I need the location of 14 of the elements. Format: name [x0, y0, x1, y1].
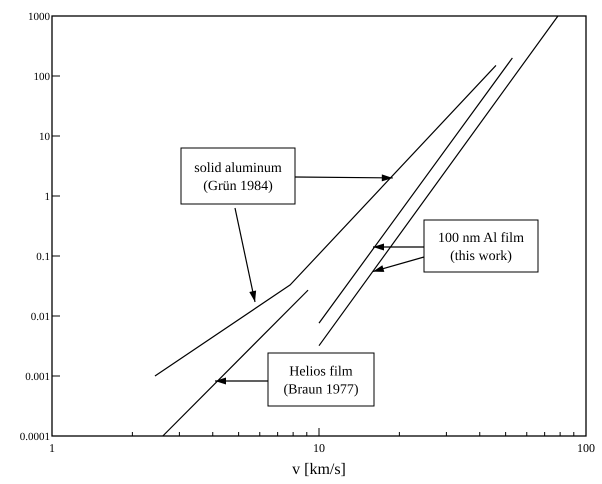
- y-tick-label: 1000: [28, 11, 50, 23]
- annotation: solid aluminum (Grün 1984): [194, 161, 282, 194]
- y-tick-label: 10: [39, 131, 50, 143]
- y-tick-label: 100: [34, 71, 50, 83]
- x-axis-title: v [km/s]: [292, 461, 346, 478]
- y-tick-label: 0.1: [36, 251, 50, 263]
- y-tick-label: 0.0001: [20, 431, 50, 443]
- annotation: Helios film (Braun 1977): [283, 364, 359, 398]
- y-tick-label: 1: [44, 191, 50, 203]
- y-tick-label: 0.001: [25, 371, 50, 383]
- x-tick-label: 100: [577, 441, 595, 455]
- y-tick-label: 0.01: [30, 311, 50, 323]
- x-tick-label: 10: [313, 441, 325, 455]
- annotation: 100 nm Al film (this work): [438, 231, 524, 264]
